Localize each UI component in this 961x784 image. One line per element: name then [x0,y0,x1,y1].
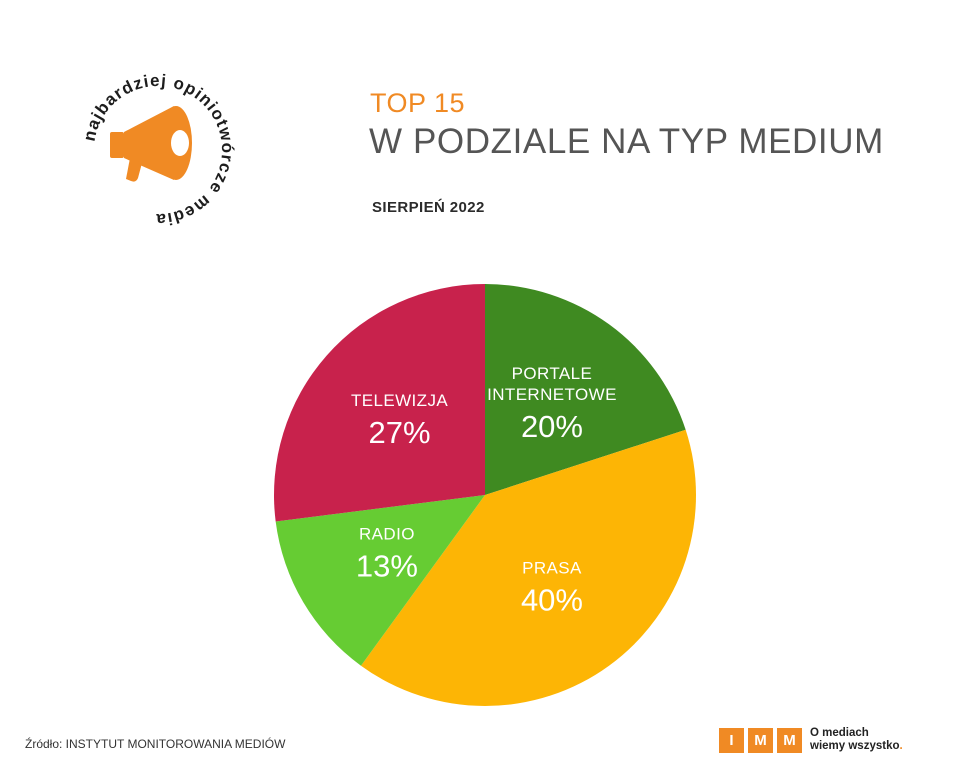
logo-letter-m1: M [748,727,773,753]
slice-value-2: 13% [356,549,418,584]
megaphone-icon [110,106,192,182]
slice-value-3: 27% [369,415,431,450]
page-title: W PODZIALE NA TYP MEDIUM [369,122,884,161]
source-note: Źródło: INSTYTUT MONITOROWANIA MEDIÓW [25,737,286,751]
logo-tagline-line1: O mediach [810,727,869,739]
pie-slice-3 [274,284,485,522]
slice-label-2-0: RADIO [359,525,415,544]
slice-value-0: 20% [521,409,583,444]
title-top: TOP 15 [370,88,466,118]
logo-letter-m2: M [777,727,802,753]
badge-logo: najbardziej opiniotwórcze media [80,71,236,229]
imm-logo: I M M O mediach wiemy wszystko. [719,727,903,753]
slice-label-0-0: PORTALE [512,364,593,383]
slice-label-0-1: INTERNETOWE [487,385,617,404]
pie-slice-0 [485,284,686,495]
slice-label-3-0: TELEWIZJA [351,391,448,410]
logo-letter-i: I [719,727,744,753]
date-label: SIERPIEŃ 2022 [372,199,485,216]
pie-slice-1 [360,429,696,706]
slice-label-1-0: PRASA [522,559,582,578]
pie-slice-2 [275,495,485,666]
logo-tagline-line2: wiemy wszystko. [810,740,903,752]
logo-tagline: O mediach wiemy wszystko. [810,727,903,753]
slice-value-1: 40% [521,583,583,618]
